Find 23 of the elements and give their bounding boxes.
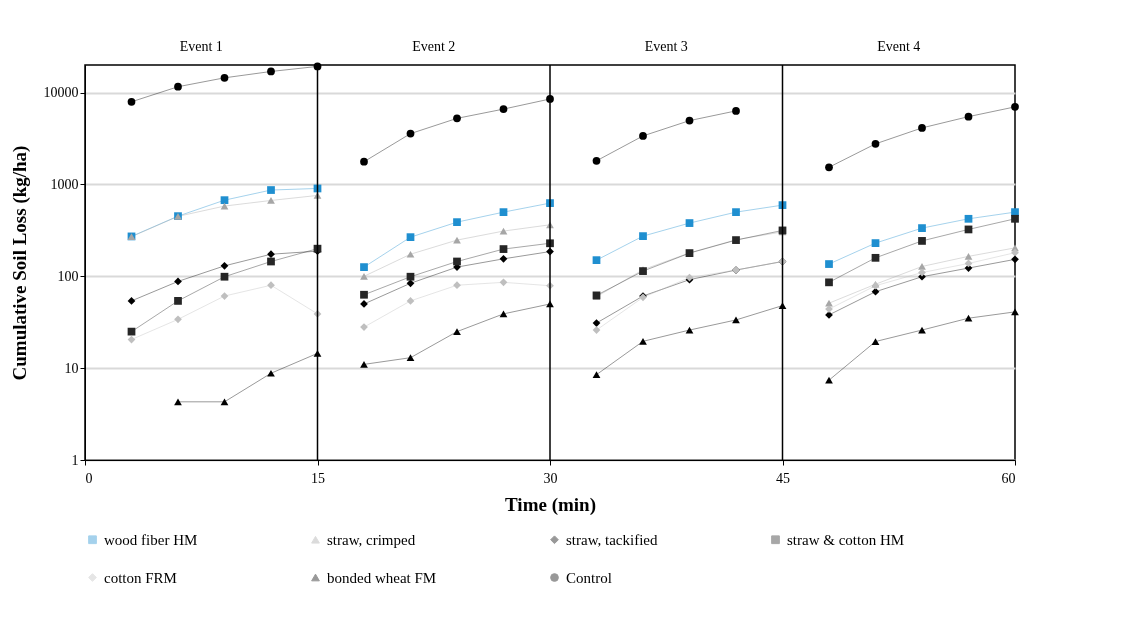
y-tick-label: 10 [64, 360, 79, 376]
x-tick-label: 0 [85, 470, 93, 486]
y-tick-label: 100 [57, 268, 79, 284]
y-tick-label: 1000 [50, 176, 79, 192]
x-tick-label: 30 [543, 470, 558, 486]
legend-label: straw & cotton HM [787, 531, 905, 548]
legend-label: straw, tackified [566, 531, 658, 548]
legend-label: bonded wheat FM [327, 569, 437, 586]
legend-label: straw, crimped [327, 531, 416, 548]
y-tick-label: 10000 [43, 85, 79, 101]
x-tick-label: 60 [1001, 470, 1016, 486]
legend-label: wood fiber HM [104, 531, 198, 548]
text: Event 2 [412, 39, 456, 54]
y-tick-label: 1 [71, 452, 79, 468]
y-axis-title: Cumulative Soil Loss (kg/ha) [8, 145, 31, 381]
text: Event 3 [644, 39, 688, 54]
legend-label: Control [566, 569, 612, 586]
x-tick-label: 45 [776, 470, 790, 486]
x-tick-label: 15 [311, 470, 325, 486]
text: Event 4 [877, 39, 921, 54]
legend-label: cotton FRM [104, 569, 177, 586]
text: Event 1 [179, 39, 223, 54]
x-axis-title: Time (min) [505, 493, 596, 516]
